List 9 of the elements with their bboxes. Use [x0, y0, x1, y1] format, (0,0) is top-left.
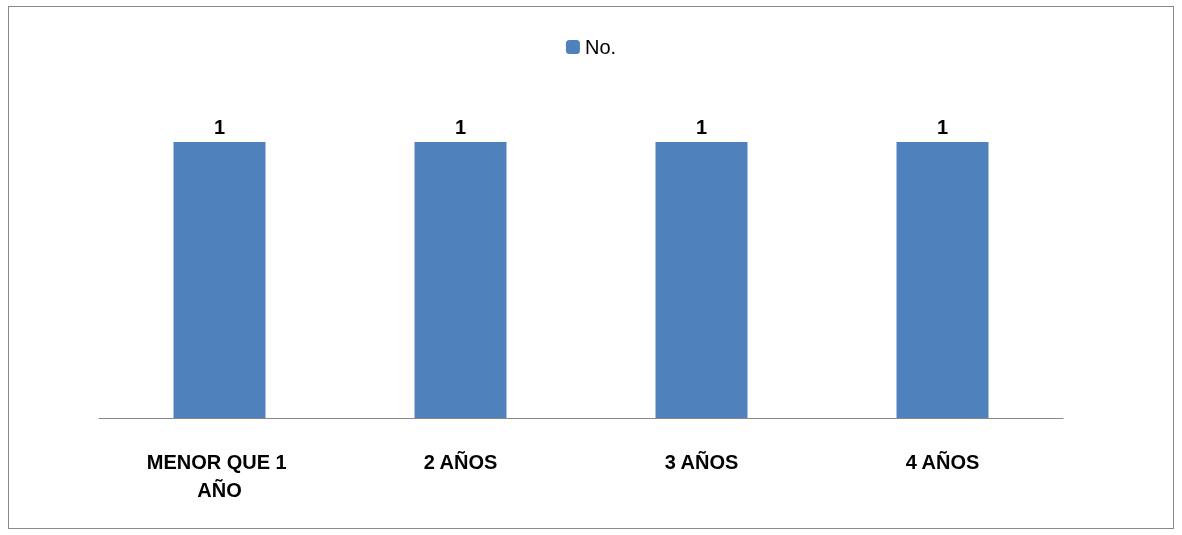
data-label: 1	[695, 116, 708, 138]
x-tick-label: 2 AÑOS	[423, 451, 498, 473]
x-tick-label: 4 AÑOS	[905, 451, 980, 473]
data-label: 1	[454, 116, 467, 138]
data-label: 1	[213, 116, 226, 138]
data-label: 1	[936, 116, 949, 138]
legend-label: No.	[584, 36, 617, 58]
x-tick-label: 3 AÑOS	[664, 451, 739, 473]
x-tick-label: MENOR QUE 1 AÑO	[146, 451, 293, 501]
